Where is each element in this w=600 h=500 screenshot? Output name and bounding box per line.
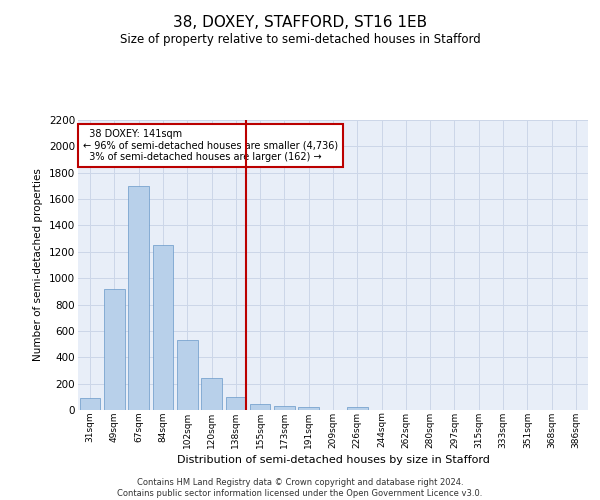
Bar [274,406,295,410]
Bar [201,378,222,410]
Bar [250,404,271,410]
Bar [226,397,246,410]
Text: Size of property relative to semi-detached houses in Stafford: Size of property relative to semi-detach… [119,32,481,46]
Text: 38 DOXEY: 141sqm
← 96% of semi-detached houses are smaller (4,736)
  3% of semi-: 38 DOXEY: 141sqm ← 96% of semi-detached … [83,128,338,162]
Y-axis label: Number of semi-detached properties: Number of semi-detached properties [34,168,43,362]
Text: 38, DOXEY, STAFFORD, ST16 1EB: 38, DOXEY, STAFFORD, ST16 1EB [173,15,427,30]
Bar [152,245,173,410]
Bar [177,340,197,410]
Bar [128,186,149,410]
Bar [104,288,125,410]
X-axis label: Distribution of semi-detached houses by size in Stafford: Distribution of semi-detached houses by … [176,454,490,464]
Bar [347,408,368,410]
Bar [80,398,100,410]
Bar [298,408,319,410]
Text: Contains HM Land Registry data © Crown copyright and database right 2024.
Contai: Contains HM Land Registry data © Crown c… [118,478,482,498]
